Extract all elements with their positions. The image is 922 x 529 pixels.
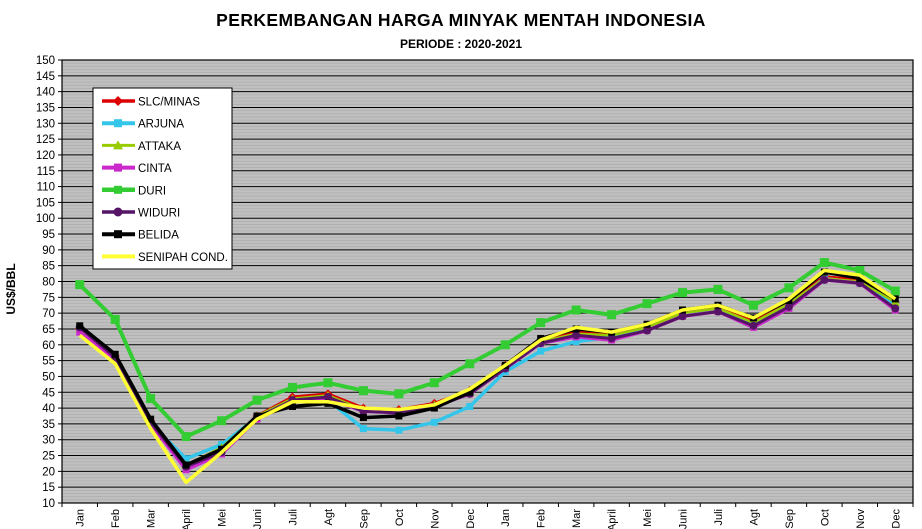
x-tick-label: Sep	[358, 509, 370, 529]
y-tick-label: 80	[42, 277, 55, 289]
y-tick-label: 140	[36, 87, 55, 99]
y-tick-label: 115	[37, 166, 55, 178]
y-tick-label: 95	[42, 229, 55, 241]
y-tick-label: 125	[36, 134, 55, 146]
y-tick-label: 150	[36, 55, 55, 67]
series-senipah-cond	[78, 268, 897, 485]
y-tick-label: 130	[36, 118, 55, 130]
y-tick-label: 120	[36, 150, 55, 162]
legend-item-senipah-cond: SENIPAH COND.	[102, 252, 228, 264]
y-tick-label: 55	[42, 356, 55, 368]
x-tick-label: Oct	[394, 509, 406, 526]
y-tick-label: 70	[42, 308, 55, 320]
x-tick-label: Oct	[819, 509, 831, 526]
x-tick-label: Juni	[678, 509, 690, 529]
y-tick-label: 135	[36, 102, 55, 114]
x-tick-label: Agt	[748, 509, 760, 526]
legend-item-attaka: ATTAKA	[102, 140, 181, 153]
y-tick-label: 90	[42, 245, 55, 257]
x-tick-label: Juli	[713, 509, 725, 526]
y-tick-label: 85	[42, 261, 55, 273]
x-tick-label: Nov	[855, 509, 867, 529]
series-line-duri	[78, 260, 897, 439]
x-tick-label: Dec	[890, 509, 902, 529]
legend-item-cinta: CINTA	[102, 163, 172, 175]
plot-border	[61, 59, 914, 504]
legend-item-arjuna: ARJUNA	[102, 119, 184, 131]
x-tick-label: April	[181, 509, 193, 529]
y-axis: 10 15 20 25 30 35 40 45 50 55 60 65 70 75 80 85 90 95 100 1…	[36, 55, 62, 510]
x-tick-label: Sep	[784, 509, 796, 529]
y-tick-label: 25	[42, 451, 55, 463]
legend-label-cinta: CINTA	[138, 163, 172, 175]
y-tick-label: 15	[42, 482, 55, 494]
x-tick-label: Feb	[110, 509, 122, 528]
x-tick-label: Mar	[146, 509, 158, 528]
x-axis: Jan Feb Mar April Mei Juni Juli Agt Sep Oct Nov Dec…	[61, 503, 914, 529]
x-tick-label: Mei	[642, 509, 654, 527]
legend-item-slc-minas: SLC/MINAS	[102, 96, 200, 109]
legend-label-arjuna: ARJUNA	[138, 119, 184, 131]
y-tick-label: 30	[42, 435, 55, 447]
series-duri	[75, 258, 900, 442]
x-tick-label: Mar	[571, 509, 583, 528]
y-tick-label: 60	[42, 340, 55, 352]
y-tick-label: 105	[36, 197, 55, 209]
chart-subtitle: PERIODE : 2020-2021	[399, 37, 523, 51]
y-tick-label: 50	[42, 371, 55, 383]
x-tick-label: April	[607, 509, 619, 529]
x-tick-label: Feb	[536, 509, 548, 528]
y-tick-label: 10	[42, 498, 55, 510]
x-tick-label: Dec	[465, 509, 477, 529]
series-line-senipah-cond	[78, 268, 897, 485]
legend-item-widuri: WIDURI	[102, 207, 180, 220]
x-tick-label: Jan	[500, 509, 512, 527]
legend-label-senipah-cond: SENIPAH COND.	[138, 252, 228, 264]
legend-label-widuri: WIDURI	[138, 208, 180, 220]
chart-title: PERKEMBANGAN HARGA MINYAK MENTAH INDONES…	[216, 10, 706, 30]
x-tick-label: Agt	[323, 509, 335, 526]
series-line-widuri	[78, 278, 897, 469]
y-tick-label: 75	[42, 292, 55, 304]
y-tick-label: 20	[42, 466, 55, 478]
y-tick-label: 100	[36, 213, 55, 225]
x-tick-label: Juli	[287, 509, 299, 526]
legend: SLC/MINAS ARJUNA ATTAKA CINTA DURI WIDURI BELI…	[92, 87, 233, 270]
y-tick-label: 40	[42, 403, 55, 415]
legend-item-belida: BELIDA	[102, 230, 179, 242]
x-tick-label: Juni	[252, 509, 264, 529]
y-tick-label: 145	[36, 71, 55, 83]
legend-label-attaka: ATTAKA	[138, 141, 181, 153]
y-tick-label: 35	[42, 419, 55, 431]
x-tick-label: Jan	[75, 509, 87, 527]
x-tick-label: Mei	[217, 509, 229, 527]
x-tick-label: Nov	[429, 509, 441, 529]
legend-label-slc-minas: SLC/MINAS	[138, 97, 200, 109]
y-tick-label: 45	[42, 387, 55, 399]
legend-item-duri: DURI	[102, 185, 166, 197]
y-tick-label: 65	[42, 324, 55, 336]
legend-label-duri: DURI	[138, 185, 166, 197]
y-tick-label: 110	[37, 182, 55, 194]
legend-label-belida: BELIDA	[138, 230, 179, 242]
